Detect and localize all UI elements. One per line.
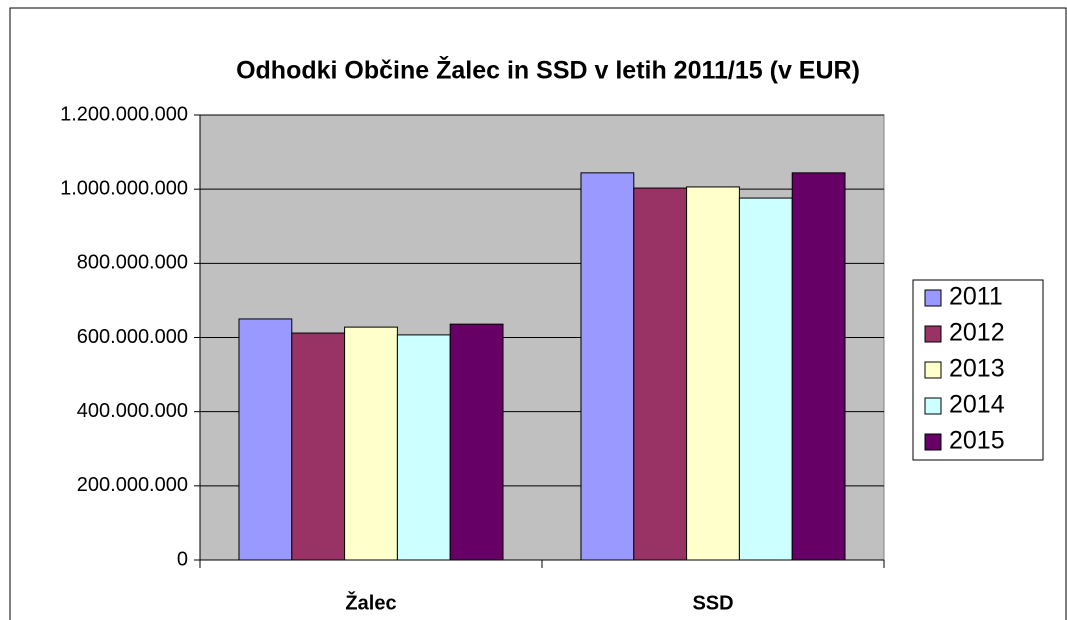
y-tick-label: 0 bbox=[177, 548, 188, 570]
legend-swatch bbox=[924, 289, 942, 307]
bar bbox=[344, 326, 398, 561]
y-tick-label: 1.000.000.000 bbox=[60, 177, 188, 199]
legend-swatch bbox=[924, 361, 942, 379]
bar bbox=[291, 332, 346, 561]
bar bbox=[791, 172, 846, 561]
chart-title: Odhodki Občine Žalec in SSD v letih 2011… bbox=[236, 55, 860, 85]
bar bbox=[238, 318, 293, 561]
bar bbox=[580, 172, 635, 561]
legend-label: 2015 bbox=[949, 427, 1005, 455]
bar bbox=[396, 334, 451, 561]
legend-swatch bbox=[924, 397, 942, 415]
bar bbox=[738, 197, 793, 561]
y-tick-label: 1.200.000.000 bbox=[60, 103, 188, 125]
y-tick-label: 800.000.000 bbox=[77, 252, 188, 274]
y-tick-label: 200.000.000 bbox=[77, 474, 188, 496]
legend-swatch bbox=[924, 433, 942, 451]
legend-swatch bbox=[924, 325, 942, 343]
x-tick-label: Žalec bbox=[345, 590, 396, 614]
bar bbox=[449, 323, 504, 561]
bar bbox=[686, 186, 740, 561]
bar bbox=[633, 187, 688, 561]
y-tick-label: 600.000.000 bbox=[77, 326, 188, 348]
legend-label: 2012 bbox=[949, 319, 1005, 347]
legend-label: 2014 bbox=[949, 391, 1005, 419]
x-tick-label: SSD bbox=[692, 592, 733, 614]
legend-box bbox=[912, 279, 1044, 461]
legend-label: 2013 bbox=[949, 355, 1005, 383]
y-tick-label: 400.000.000 bbox=[77, 400, 188, 422]
legend-label: 2011 bbox=[949, 283, 1003, 311]
